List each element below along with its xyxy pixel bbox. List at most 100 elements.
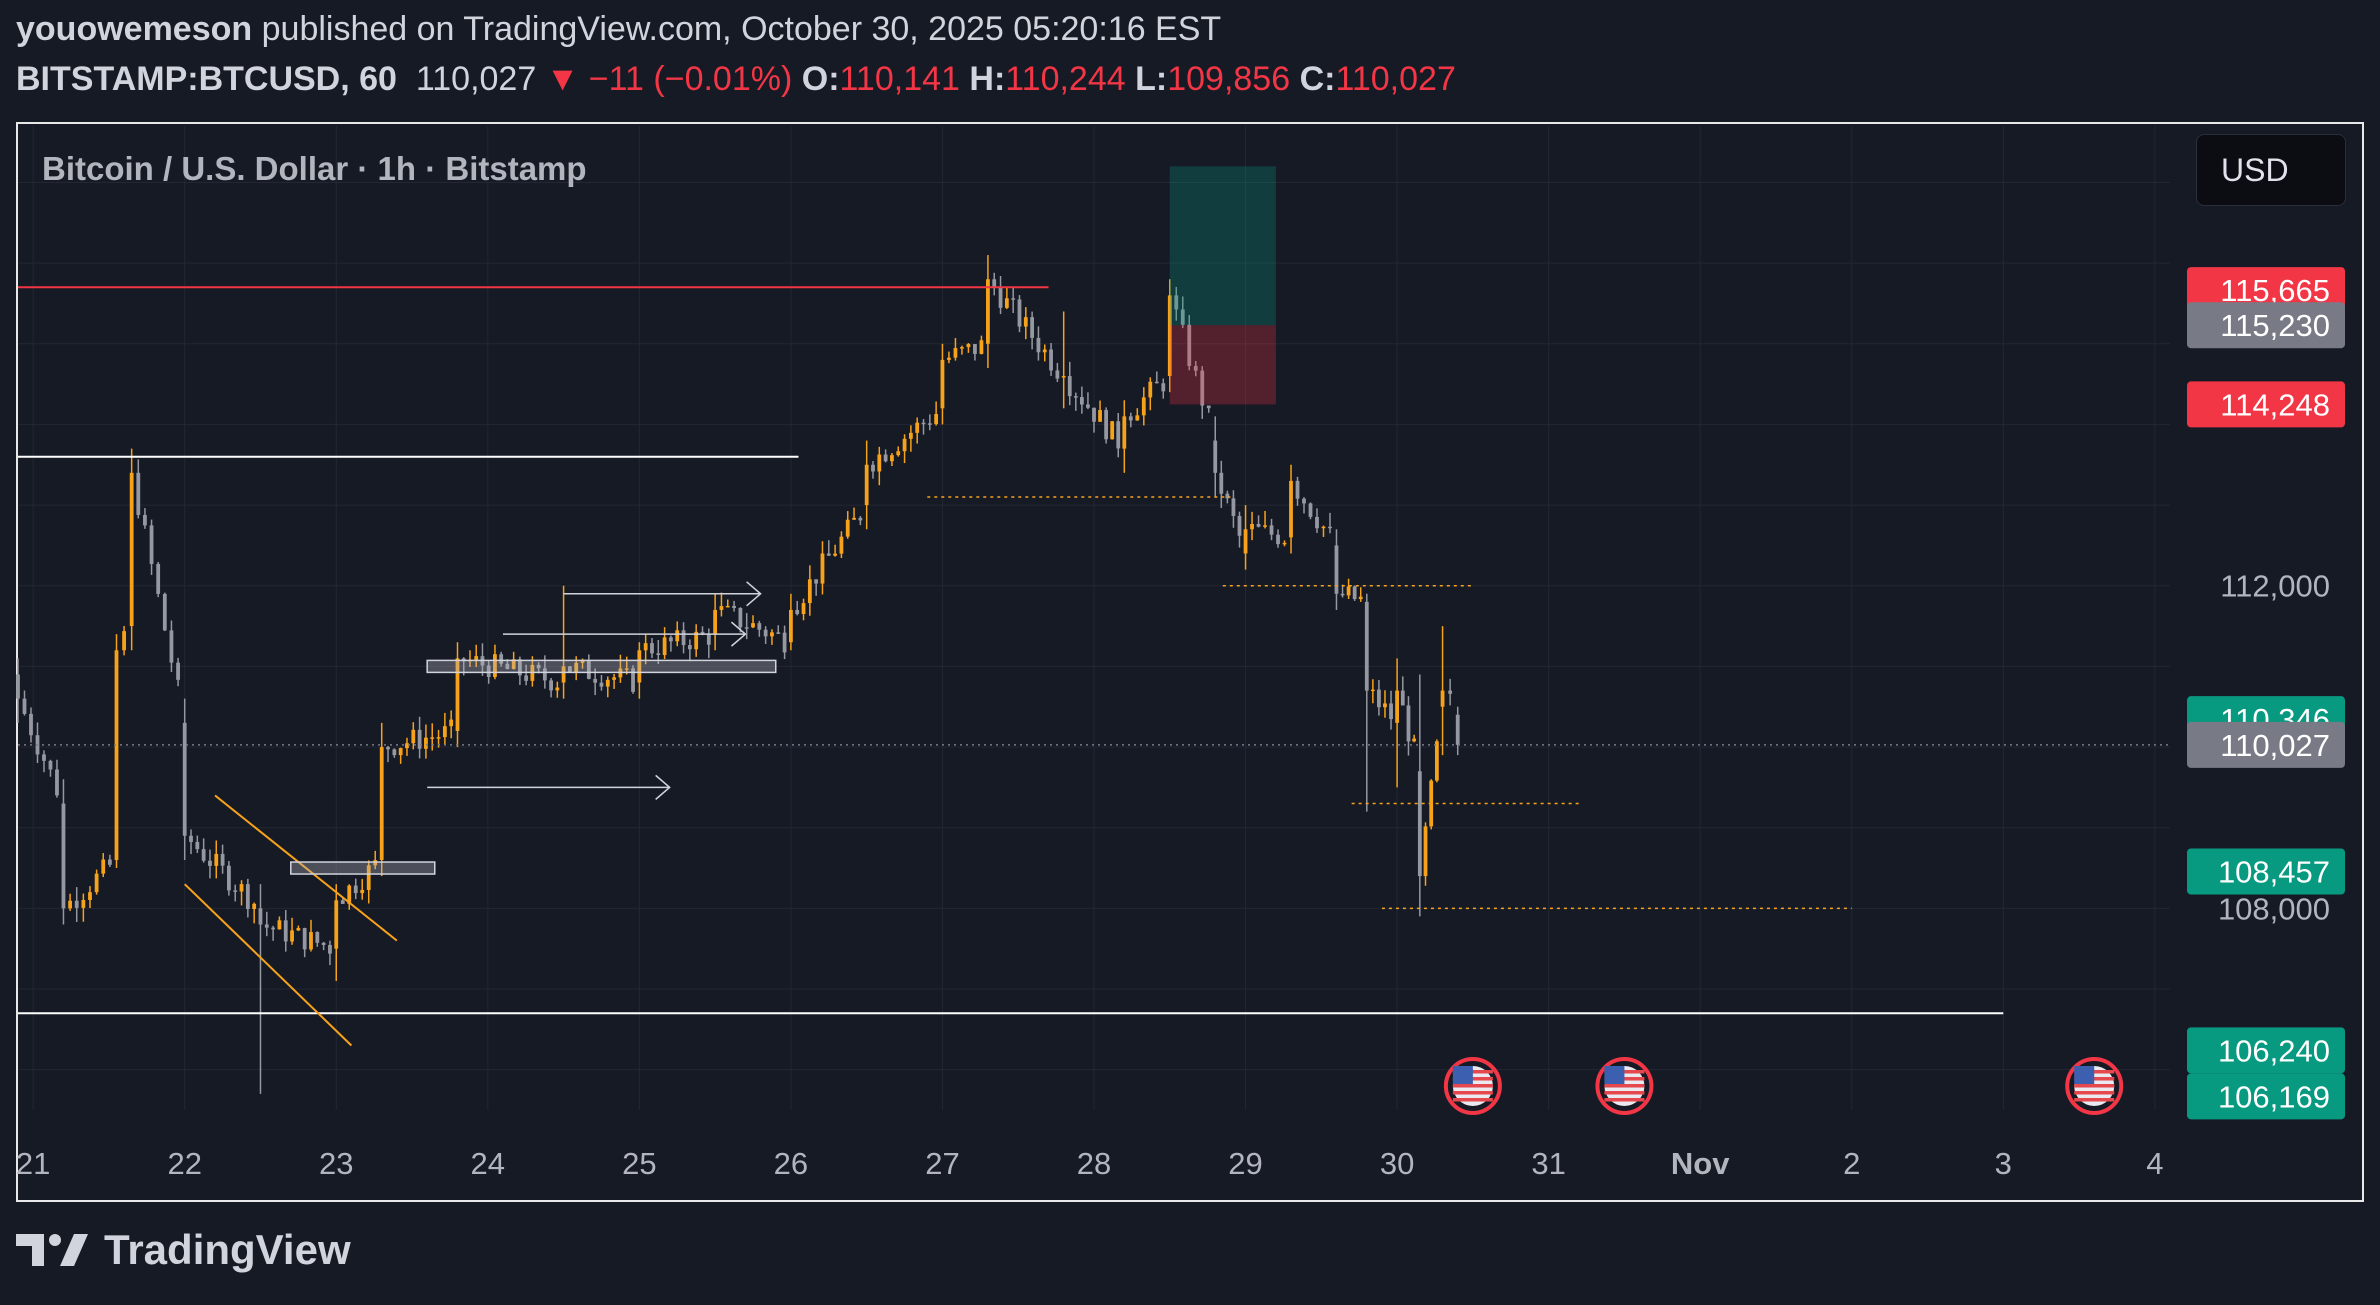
candle-body [713, 609, 718, 635]
candle [68, 893, 72, 911]
price-label-text: 106,240 [2218, 1033, 2330, 1068]
candle [252, 902, 257, 924]
candle [1167, 279, 1172, 393]
candle-body [599, 682, 604, 687]
candle [1346, 578, 1351, 599]
candle-body [129, 472, 134, 627]
candle [1417, 674, 1422, 917]
candle [940, 343, 945, 425]
price-label-text: 115,230 [2220, 308, 2330, 343]
candle [1412, 734, 1417, 743]
candle-body [744, 627, 749, 629]
candle-body [1167, 295, 1172, 377]
candle-body [302, 928, 307, 950]
candle [1423, 822, 1428, 886]
zone-box [290, 861, 436, 875]
candle-body [321, 942, 326, 945]
candle [687, 639, 692, 662]
candle-body [656, 653, 661, 656]
candle-body [122, 631, 126, 651]
candle-body [706, 633, 711, 645]
candles [16, 255, 1460, 1094]
channel-line-lower [184, 883, 353, 1047]
candle [524, 664, 529, 686]
zone-box [426, 659, 777, 674]
candle [417, 716, 422, 759]
candle-body [436, 737, 441, 739]
publish-text: published on TradingView.com, October 30… [261, 10, 1222, 48]
candle [1434, 739, 1439, 783]
time-axis-label: 24 [471, 1146, 505, 1181]
candle [309, 919, 313, 952]
candle [744, 613, 749, 640]
candle-body [1023, 317, 1028, 327]
candle [114, 634, 119, 869]
candle [1308, 502, 1313, 520]
candle-body [1282, 542, 1287, 545]
candle-body [979, 340, 984, 354]
candle [227, 860, 231, 896]
us-flag-icon[interactable] [2065, 1057, 2124, 1115]
candle-body [757, 623, 762, 630]
candle-body [669, 637, 673, 642]
candle-body [245, 884, 250, 909]
candle-body [392, 749, 397, 756]
candle-body [511, 659, 516, 669]
candle [877, 446, 882, 486]
candle [1237, 511, 1242, 548]
candle [908, 425, 913, 452]
candle [398, 747, 403, 764]
candle [517, 656, 522, 685]
candle-body [719, 606, 724, 610]
candle [713, 593, 718, 651]
candle [1263, 510, 1267, 529]
candle [1289, 464, 1293, 554]
chart-title: Bitcoin / U.S. Dollar · 1h · Bitstamp [42, 150, 587, 187]
time-axis-label: 25 [622, 1146, 656, 1181]
flag-stripe [1604, 1084, 1645, 1088]
candle-body [1370, 689, 1375, 692]
candle [233, 884, 238, 902]
candle-body [890, 455, 894, 462]
candle-body [233, 890, 238, 892]
candle [1448, 678, 1453, 706]
candle-body [430, 737, 435, 739]
high-value: 110,244 [1005, 60, 1126, 98]
candle-body [1352, 586, 1357, 600]
candle [1011, 286, 1016, 313]
candle-body [264, 924, 269, 928]
candle [1055, 362, 1060, 383]
candle [296, 925, 301, 931]
author-name[interactable]: youowemeson [16, 10, 253, 48]
price-chart[interactable]: Bitcoin / U.S. Dollar · 1h · Bitstamp 112… [0, 0, 2380, 1230]
candle [1219, 460, 1224, 509]
chart-frame [16, 122, 2364, 1202]
candle [48, 759, 53, 777]
flag-stripe [2074, 1084, 2115, 1088]
candle [55, 759, 59, 798]
candle-body [114, 650, 119, 860]
price-label-badge: 114,248 [2187, 381, 2345, 428]
candle [474, 644, 479, 668]
open-value: 110,141 [839, 60, 960, 98]
candle [1206, 405, 1211, 413]
candle-body [149, 525, 154, 564]
candle [1030, 311, 1035, 350]
candle [1276, 529, 1280, 548]
candle-body [1328, 526, 1332, 529]
currency-button[interactable]: USD [2196, 134, 2346, 206]
candle [442, 712, 447, 746]
candle [536, 662, 541, 674]
candle [770, 629, 774, 645]
candle [960, 345, 964, 355]
candle-body [1263, 525, 1267, 527]
candle [156, 561, 161, 598]
us-flag-icon[interactable] [1443, 1057, 1502, 1115]
candle-body [182, 722, 187, 836]
candle [839, 531, 844, 559]
candle-body [966, 344, 971, 348]
position-stop-zone [1169, 325, 1276, 405]
candle-body [208, 860, 212, 866]
us-flag-icon[interactable] [1595, 1057, 1654, 1115]
candle [220, 844, 225, 874]
